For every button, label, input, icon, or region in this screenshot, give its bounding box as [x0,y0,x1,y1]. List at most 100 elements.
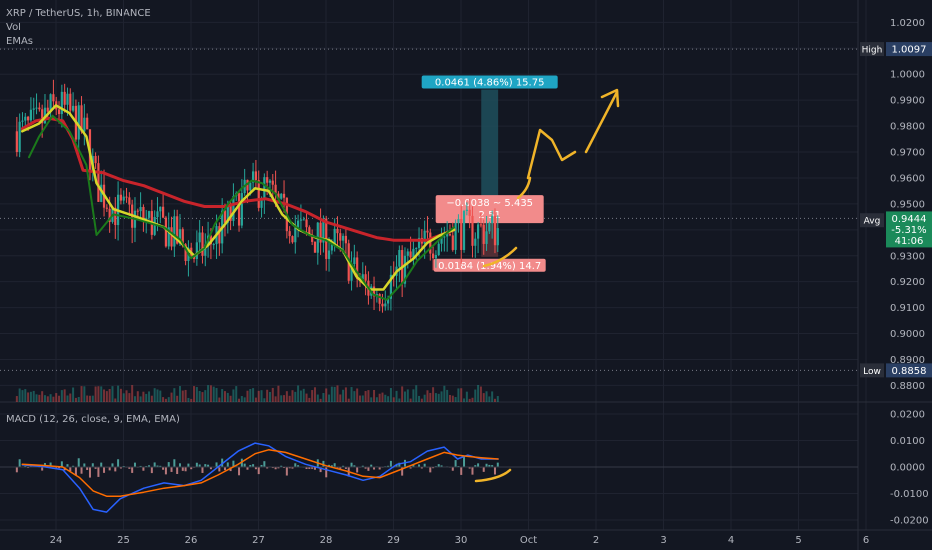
ema-legend[interactable]: EMAs [6,36,33,47]
macd-histogram-bar [156,465,159,467]
volume-bar [260,390,263,402]
volume-bar [49,394,52,402]
volume-bar [235,386,238,402]
volume-bar [187,397,190,402]
profit-label: 0.0461 (4.86%) 15.75 [435,78,545,89]
time-axis[interactable]: 24 25 26 27 28 29 30 Oct 2 3 4 5 6 [50,535,870,546]
price-tick-label: 0.9900 [890,96,925,107]
price-axis[interactable]: 1.02001.01001.00000.99000.98000.97000.96… [860,18,932,527]
candle-body [468,209,471,216]
candle-body [446,234,449,237]
macd-histogram-bar [207,464,210,467]
volume-bar [496,396,499,402]
annotation-curve-upper [516,176,532,200]
candle-body [311,234,314,242]
macd-histogram-bar [159,465,162,467]
volume-bar [108,389,111,402]
candle-body [156,211,159,218]
time-tick-label: 6 [863,535,869,546]
macd-histogram-bar [285,467,288,476]
candle-body [443,236,446,238]
candle-body [201,232,204,256]
macd-histogram-bar [170,467,173,472]
volume-bar [429,392,432,402]
time-tick-label: 28 [320,535,333,546]
candle-body [198,232,201,243]
low-badge-label: Low [863,367,881,377]
candle-body [147,211,151,218]
volume-bar [294,391,297,402]
macd-histogram-bar [49,462,52,467]
candle-body [212,244,215,246]
volume-bar [246,390,249,402]
volume-bar [190,398,193,402]
high-badge-value: 1.0097 [892,45,927,56]
macd-histogram-bar [148,465,151,467]
candle-body [94,156,97,164]
macd-histogram-bar [103,467,106,473]
candle-body [409,251,412,258]
volume-bar [319,398,322,402]
time-tick-label: 30 [455,535,468,546]
macd-histogram-bar [150,467,153,474]
candle-body [364,274,367,281]
current-price-badge[interactable]: 0.9444-5.31%41:06 [886,211,932,248]
macd-histogram-bar [178,463,181,467]
candle-body [237,193,241,226]
price-tick-label: 0.9200 [890,277,925,288]
macd-histogram-bar [387,465,390,467]
candle-body [257,180,260,208]
candle-body [66,93,69,105]
candle-body [69,93,72,111]
macd-histogram-bar [288,467,291,469]
macd-histogram-bar [291,467,294,469]
macd-histogram-bar [215,462,218,467]
macd-histogram-bar [122,465,125,467]
macd-legend[interactable]: MACD (12, 26, close, 9, EMA, EMA) [6,414,180,425]
volume-bar [330,386,333,402]
macd-histogram-bar [280,465,283,467]
candle-body [72,105,75,111]
candle-body [477,224,480,239]
macd-histogram-bar [246,467,249,470]
ema-slow-line [20,116,456,242]
avg-badge-label-box [860,213,884,228]
volume-bar [170,392,173,402]
candle-body [280,193,283,199]
candle-body [15,131,18,153]
candle-body [142,206,145,222]
volume-bar [209,385,212,402]
candle-body [119,194,123,201]
candle-body [462,210,466,250]
volume-bar [133,396,136,402]
volume-bar [77,396,80,402]
volume-bar [38,394,41,402]
macd-histogram-bar [364,467,367,469]
candle-body [162,206,165,218]
candle-body [291,236,294,243]
price-tick-label: 0.9500 [890,199,925,210]
candle-body [260,199,263,208]
macd-histogram-bar [204,464,207,467]
macd-histogram-bar [370,464,373,467]
macd-histogram-bar [493,467,496,475]
volume-bar [184,389,187,402]
candle-body [319,222,322,243]
volume-bar [46,396,49,402]
macd-histogram-bar [77,458,80,467]
macd-histogram-bar [488,464,491,467]
low-badge[interactable]: Low 0.8858 [860,363,932,378]
macd-histogram-bar [418,464,421,467]
high-badge[interactable]: High 1.0097 [860,42,932,57]
macd-histogram-bar [74,467,77,476]
macd-histogram-bar [294,463,297,467]
volume-bar [274,396,277,402]
chart-symbol-legend[interactable]: XRP / TetherUS, 1h, BINANCE [6,8,151,19]
candle-body [417,237,421,248]
volume-bar [178,386,181,402]
macd-histogram-bar [454,460,457,467]
volume-legend[interactable]: Vol [6,22,21,33]
candle-body [97,163,100,202]
candle-body [372,286,376,297]
